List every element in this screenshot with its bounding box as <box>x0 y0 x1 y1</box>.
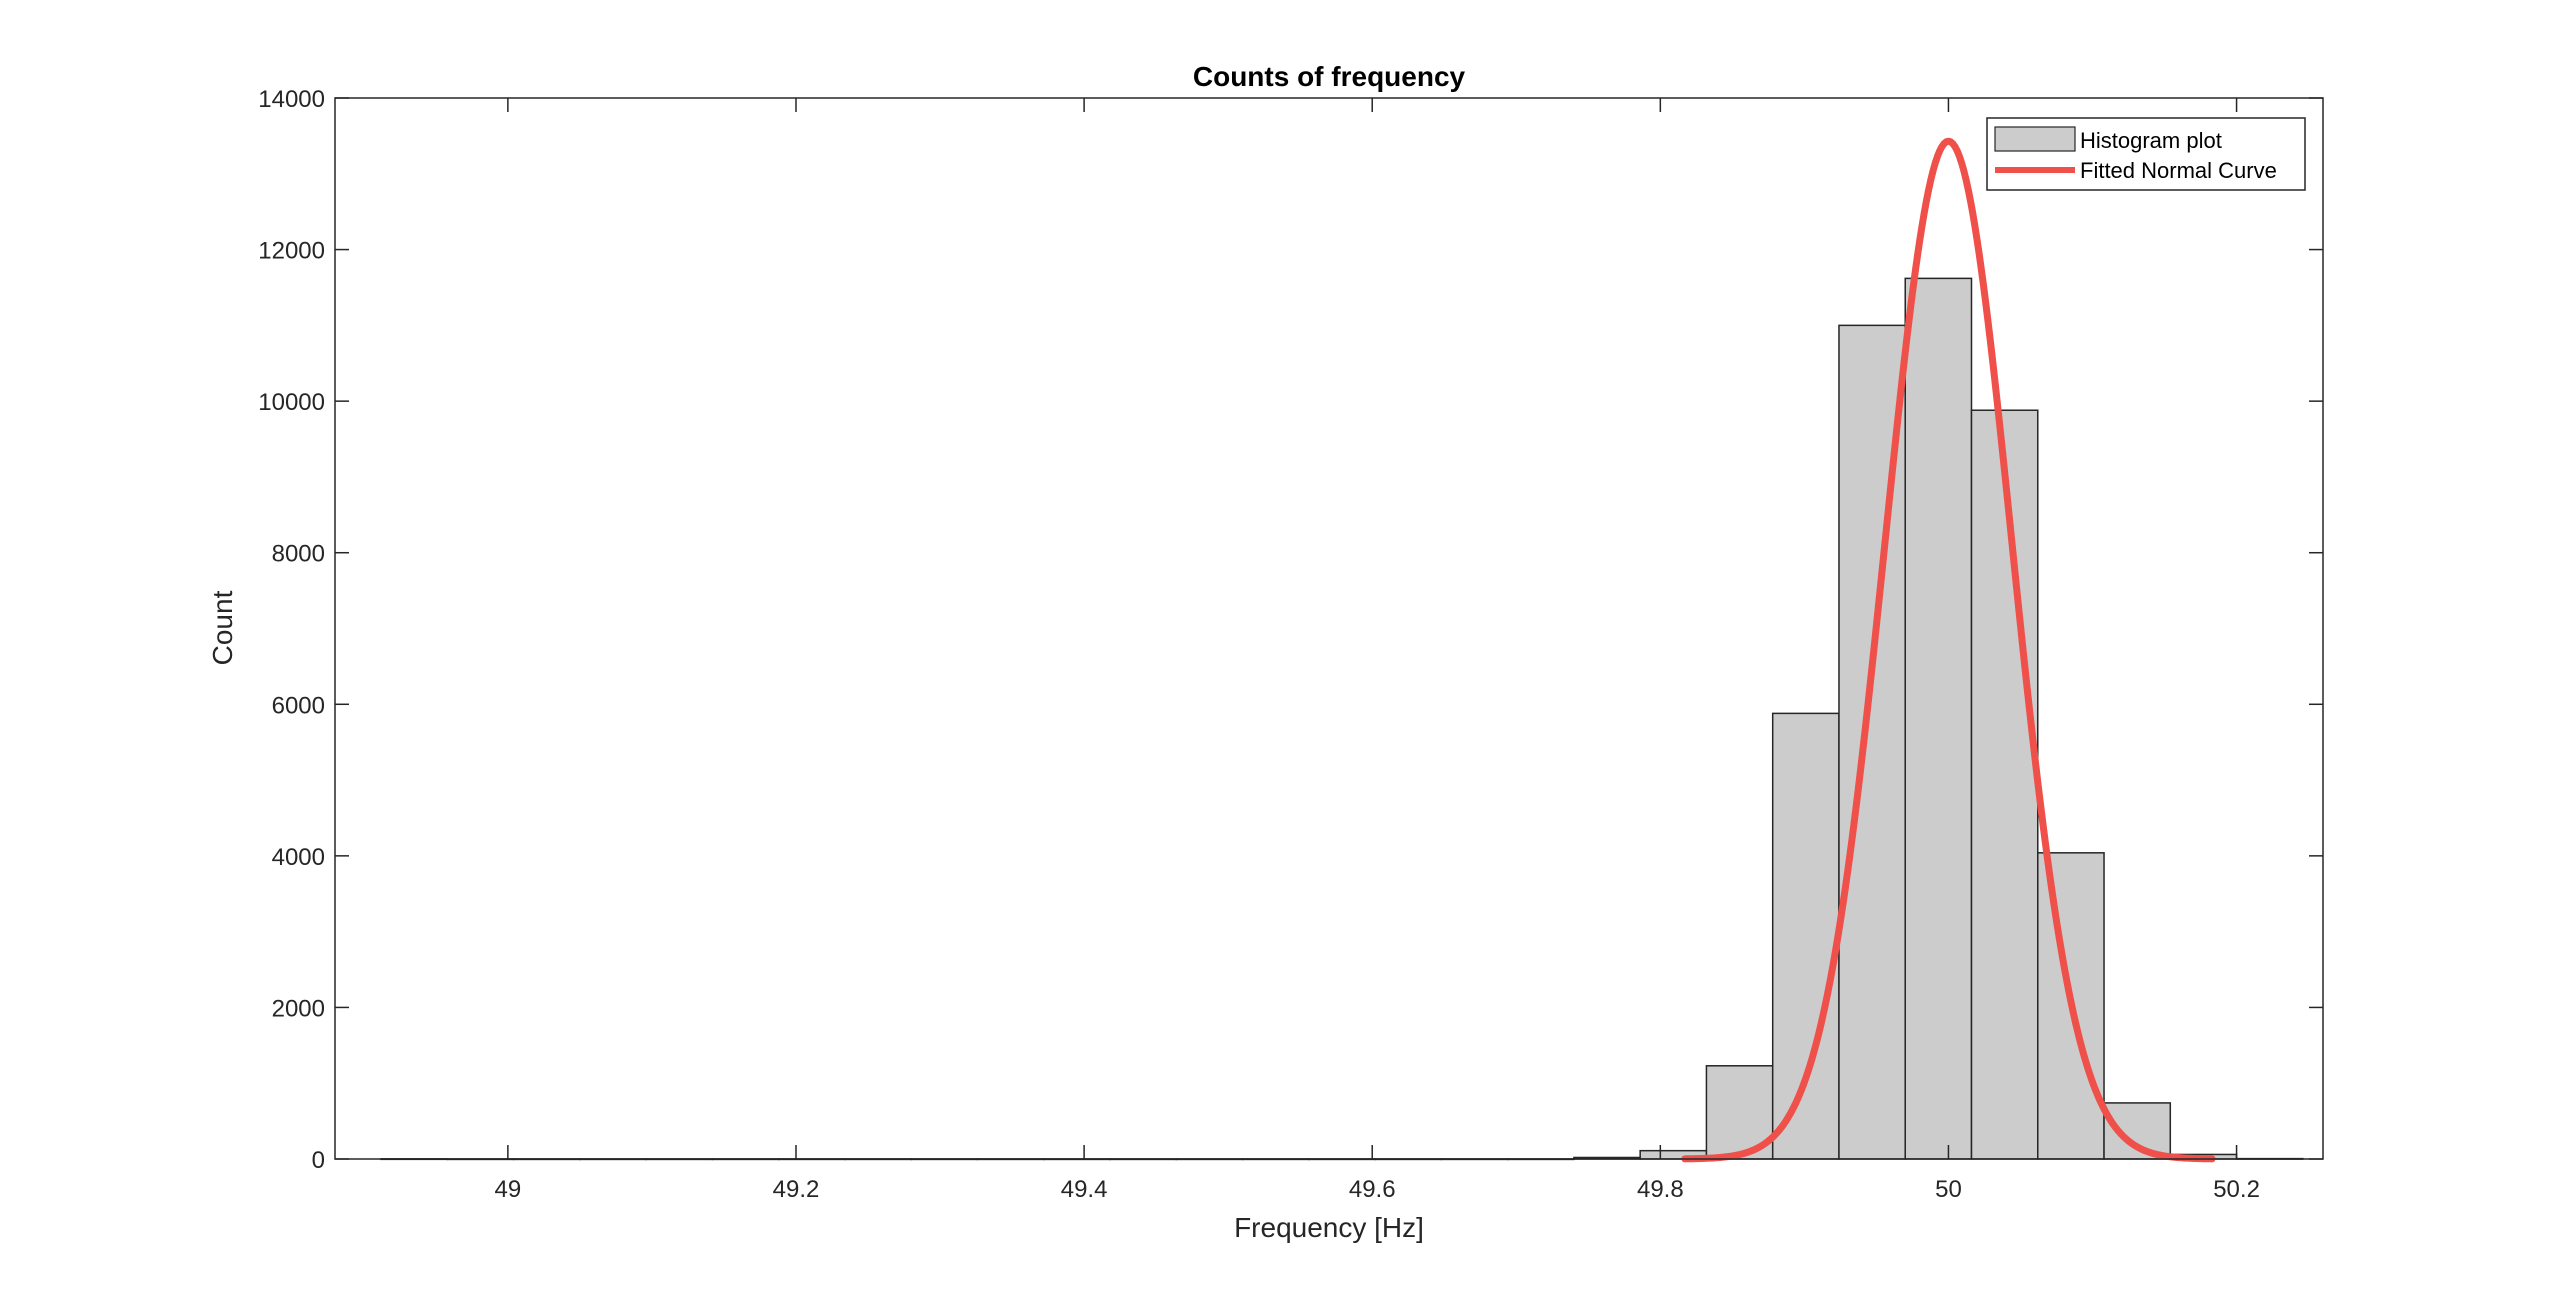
plot-area-border <box>334 97 2324 1160</box>
y-tick-label: 6000 <box>272 692 325 719</box>
chart-title: Counts of frequency <box>1193 61 1466 92</box>
y-axis-label: Count <box>207 590 238 665</box>
x-tick-label: 49 <box>495 1176 522 1203</box>
legend-histogram-swatch <box>1994 126 2076 152</box>
legend-histogram-label: Histogram plot <box>2080 128 2222 153</box>
fitted-normal-curve <box>1681 137 2216 1163</box>
y-tick-label: 2000 <box>272 995 325 1022</box>
fitted-curve-layer <box>1681 137 2216 1163</box>
legend-curve-label: Fitted Normal Curve <box>2080 158 2277 183</box>
y-tick-label: 4000 <box>272 844 325 871</box>
histogram-bars <box>380 277 2304 1161</box>
y-tick-label: 12000 <box>258 238 325 265</box>
histogram-bar <box>1970 409 2039 1160</box>
y-axis-ticks: 0 2000 4000 6000 8000 10000 12000 14000 <box>258 86 2323 1174</box>
x-tick-label: 49.4 <box>1061 1176 1108 1203</box>
x-axis-label: Frequency [Hz] <box>1234 1212 1424 1243</box>
histogram-bar <box>1904 277 1973 1160</box>
x-tick-label: 49.8 <box>1637 1176 1684 1203</box>
y-tick-label: 0 <box>312 1147 325 1174</box>
y-tick-label: 10000 <box>258 389 325 416</box>
x-tick-label: 50.2 <box>2213 1176 2260 1203</box>
histogram-bar <box>1771 712 1840 1160</box>
y-tick-label: 14000 <box>258 86 325 113</box>
x-tick-label: 50 <box>1935 1176 1962 1203</box>
x-axis-ticks: 49 49.2 49.4 49.6 49.8 50 50.2 <box>495 98 2260 1203</box>
y-tick-label: 8000 <box>272 541 325 568</box>
legend: Histogram plot Fitted Normal Curve <box>1986 117 2306 191</box>
x-tick-label: 49.6 <box>1349 1176 1396 1203</box>
x-tick-label: 49.2 <box>773 1176 820 1203</box>
